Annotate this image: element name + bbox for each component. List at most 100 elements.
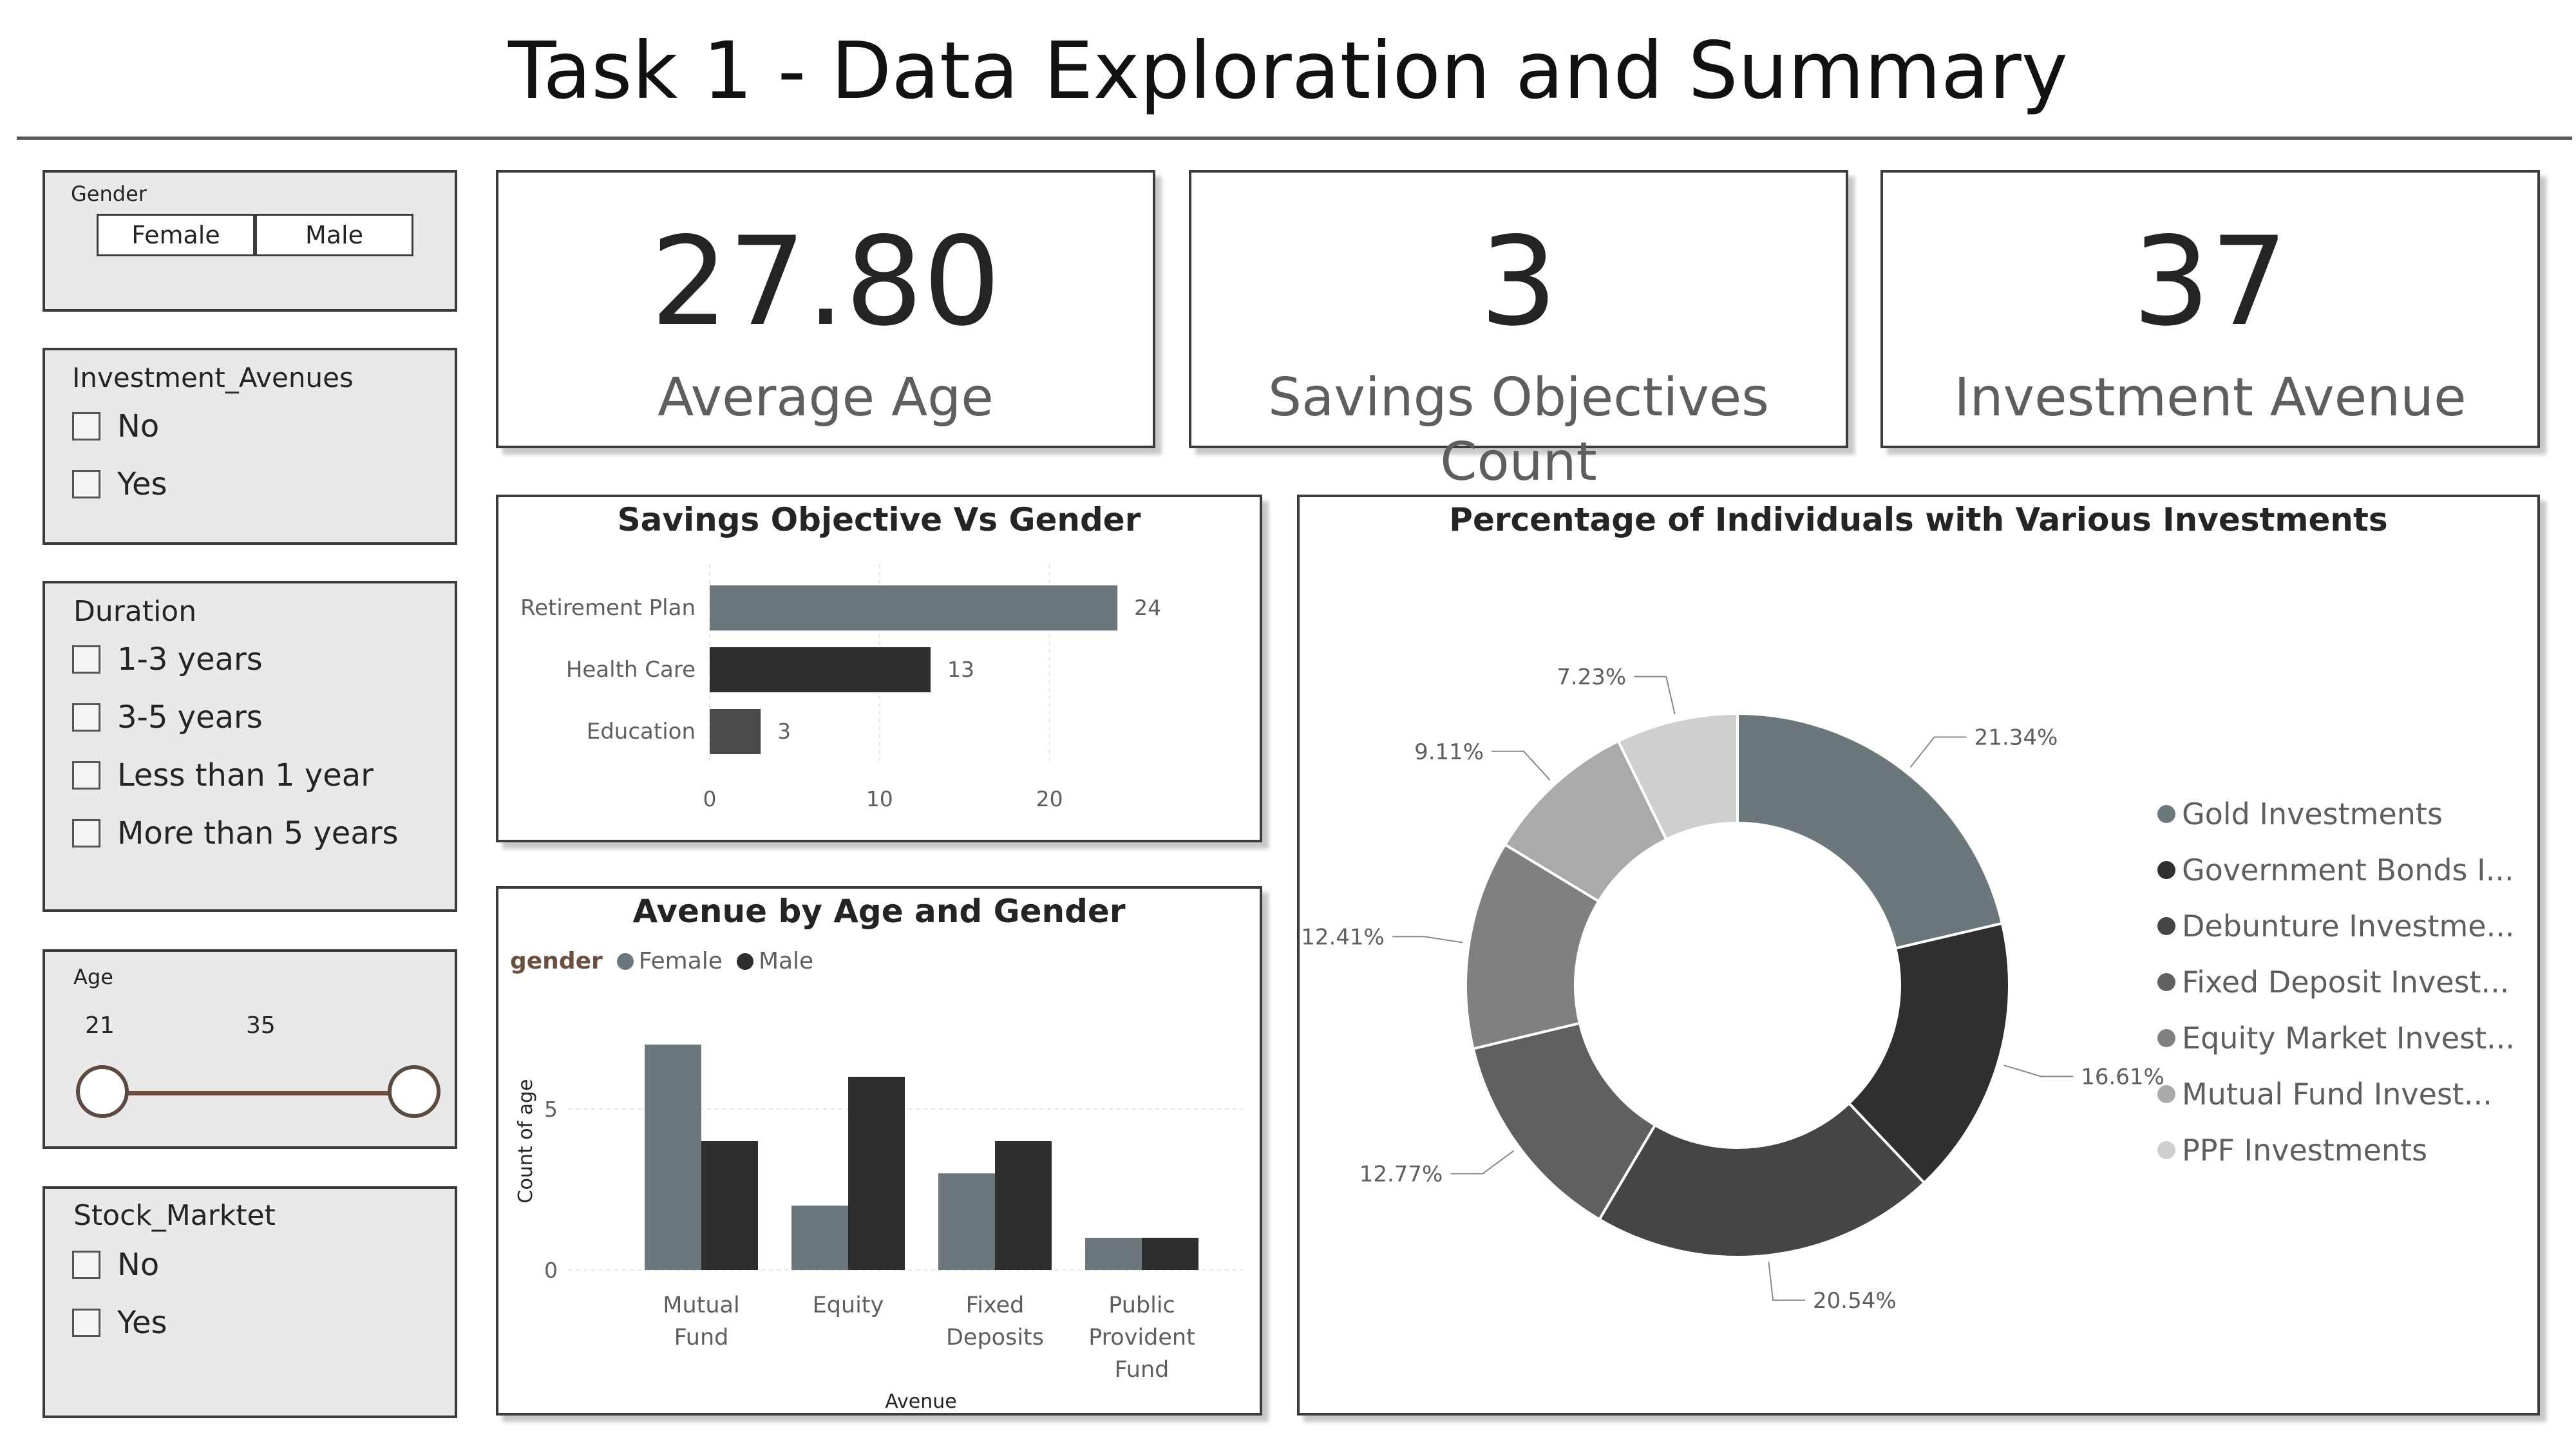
category-label: Mutual [663, 1293, 739, 1318]
leader-line [1909, 736, 1967, 768]
option-label: 3-5 years [117, 699, 263, 735]
option-label: Yes [117, 1305, 167, 1341]
duration-slicer: Duration 1-3 years 3-5 years Less than 1… [43, 581, 457, 912]
x-axis-title: Avenue [885, 1390, 956, 1413]
investment-avenues-option-no[interactable]: No [72, 407, 159, 446]
duration-option-3-5[interactable]: 3-5 years [72, 698, 263, 737]
legend-dot [2157, 805, 2175, 823]
category-label: Education [587, 719, 696, 744]
data-label: 21.34% [1975, 724, 2058, 750]
duration-title: Duration [73, 595, 197, 628]
kpi-value: 27.80 [650, 211, 1001, 353]
bar-male [848, 1077, 905, 1270]
category-label: Deposits [946, 1325, 1044, 1350]
bar-female [938, 1173, 995, 1270]
x-tick-label: 10 [866, 786, 893, 811]
kpi-card-investment-avenue: 37 Investment Avenue [1880, 170, 2540, 448]
legend-title: gender [510, 948, 603, 974]
legend-label-male: Male [758, 948, 814, 974]
donut-slice [1847, 922, 2011, 1185]
checkbox[interactable] [72, 761, 100, 790]
age-slider-min-handle[interactable] [76, 1065, 129, 1118]
chart-title: Savings Objective Vs Gender [617, 501, 1141, 538]
kpi-card-average-age: 27.80 Average Age [496, 170, 1155, 448]
donut-slice [1736, 712, 2004, 950]
savings-objective-plot: 0 10 20 Retirement Plan 24 Health Care 13 Educa… [520, 564, 1161, 811]
option-label: 1-3 years [117, 641, 263, 677]
bar-female [1085, 1238, 1142, 1270]
category-label: Retirement Plan [520, 595, 696, 621]
kpi-label: Savings Objectives Count [1268, 367, 1769, 493]
legend-dot-male [736, 952, 753, 970]
checkbox[interactable] [72, 645, 100, 674]
category-label: Health Care [566, 657, 696, 683]
bar-male [995, 1141, 1052, 1270]
legend-dot [2157, 1141, 2175, 1159]
bar-female [645, 1045, 701, 1270]
investment-avenues-title: Investment_Avenues [72, 362, 354, 393]
x-tick-label: 0 [703, 786, 717, 811]
checkbox[interactable] [72, 819, 100, 848]
legend-label-female: Female [638, 948, 723, 974]
legend-dot [2157, 917, 2175, 935]
gender-tile-male[interactable]: Male [255, 214, 413, 256]
category-label: Fund [674, 1325, 729, 1350]
category-label: Provident [1088, 1325, 1195, 1350]
duration-option-1-3[interactable]: 1-3 years [72, 640, 263, 679]
legend-dot [2157, 1029, 2175, 1047]
donut-slice [1616, 712, 1739, 842]
gender-tile-female[interactable]: Female [97, 214, 255, 256]
leader-line [2003, 1065, 2074, 1077]
checkbox[interactable] [72, 412, 100, 440]
leader-line [1392, 936, 1463, 943]
data-label: 24 [1134, 595, 1161, 620]
duration-option-more-5[interactable]: More than 5 years [72, 814, 398, 853]
donut-slice [1464, 842, 1601, 1050]
option-label: Less than 1 year [117, 757, 374, 793]
data-label: 16.61% [2081, 1064, 2164, 1090]
data-label: 3 [777, 719, 791, 744]
legend-dot [2157, 973, 2175, 991]
legend-label: Equity Market Invest... [2182, 1021, 2515, 1056]
age-slider-track[interactable] [103, 1091, 398, 1095]
kpi-card-savings-objectives: 3 Savings Objectives Count [1189, 170, 1848, 493]
bar [710, 585, 1118, 630]
stock-market-title: Stock_Marktet [73, 1199, 276, 1232]
option-label: No [117, 1247, 160, 1283]
bar [710, 647, 931, 692]
avenue-plot: 0 5 Count of age Mutual Fund Equity Fixed Depos… [515, 1045, 1243, 1413]
stock-market-option-no[interactable]: No [72, 1245, 159, 1284]
legend-dot [2157, 1085, 2175, 1103]
category-label: Public [1108, 1293, 1175, 1318]
data-label: 12.77% [1359, 1161, 1443, 1187]
y-axis-title: Count of age [515, 1079, 537, 1204]
duration-option-less-1[interactable]: Less than 1 year [72, 756, 374, 795]
x-tick-label: 20 [1036, 786, 1063, 811]
bar-female [791, 1206, 848, 1270]
age-slider-max-handle[interactable] [388, 1065, 440, 1118]
checkbox[interactable] [72, 470, 100, 498]
savings-objective-chart: Savings Objective Vs Gender 0 10 20 Retirem… [496, 495, 1262, 842]
bar-male [1142, 1238, 1198, 1270]
stock-market-slicer: Stock_Marktet No Yes [43, 1186, 457, 1418]
investment-avenues-option-yes[interactable]: Yes [72, 465, 167, 504]
kpi-label: Investment Avenue [1954, 367, 2467, 428]
leader-line [1634, 676, 1676, 715]
checkbox[interactable] [72, 703, 100, 732]
kpi-value: 3 [1479, 211, 1558, 353]
gender-slicer-title: Gender [71, 182, 147, 206]
checkbox[interactable] [72, 1309, 100, 1337]
chart-title: Avenue by Age and Gender [632, 893, 1126, 930]
legend-label: Mutual Fund Invest... [2182, 1077, 2492, 1112]
data-label: 7.23% [1557, 665, 1626, 690]
kpi-label: Average Age [658, 367, 994, 428]
option-label: Yes [117, 466, 167, 502]
age-max-value: 35 [246, 1012, 276, 1039]
checkbox[interactable] [72, 1251, 100, 1279]
age-title: Age [73, 965, 113, 989]
investments-donut-chart: Percentage of Individuals with Various I… [1297, 495, 2540, 1416]
stock-market-option-yes[interactable]: Yes [72, 1303, 167, 1342]
legend-dot-female [616, 952, 634, 970]
gender-slicer: Gender Female Male [43, 170, 457, 312]
option-label: More than 5 years [117, 815, 399, 851]
